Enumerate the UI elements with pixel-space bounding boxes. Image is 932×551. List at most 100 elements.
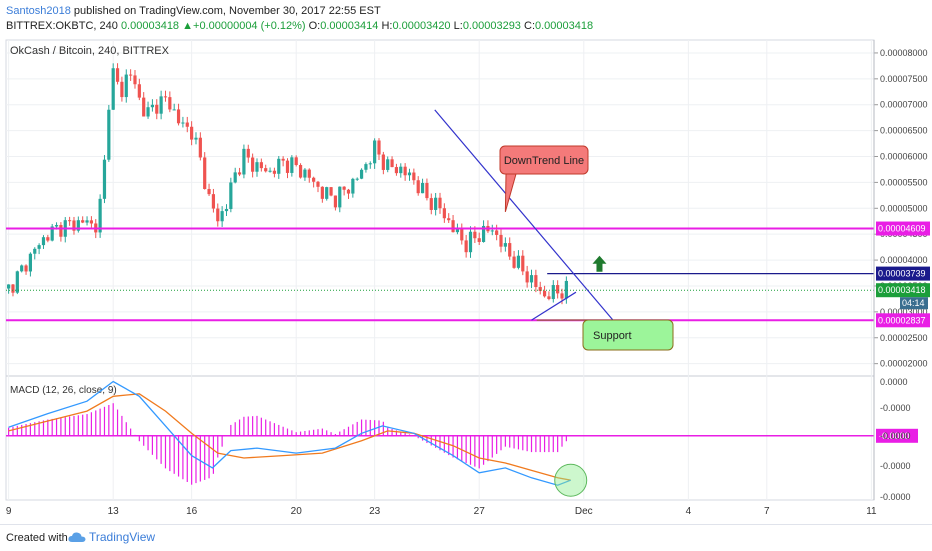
candle-body[interactable] [277,159,280,174]
candle-body[interactable] [46,237,49,240]
candle-body[interactable] [146,107,149,116]
candle-body[interactable] [338,187,341,208]
candle-body[interactable] [85,220,88,222]
candle-body[interactable] [24,265,27,271]
candle-body[interactable] [234,172,237,182]
candle-body[interactable] [260,162,263,168]
candle-body[interactable] [386,159,389,170]
candle-body[interactable] [107,110,110,160]
candle-body[interactable] [351,179,354,194]
candle-body[interactable] [90,220,93,223]
candle-body[interactable] [299,165,302,178]
candle-body[interactable] [129,75,132,76]
candle-body[interactable] [343,187,346,190]
candle-body[interactable] [504,243,507,247]
candle-body[interactable] [81,220,84,222]
candle-body[interactable] [408,173,411,176]
candle-body[interactable] [312,178,315,182]
candle-body[interactable] [543,291,546,296]
candle-body[interactable] [460,229,463,241]
candle-body[interactable] [273,171,276,174]
candle-body[interactable] [38,245,41,249]
candle-body[interactable] [7,284,10,288]
candle-body[interactable] [55,225,58,226]
candle-body[interactable] [155,105,158,114]
candle-body[interactable] [225,209,228,211]
candle-body[interactable] [125,75,128,97]
candle-body[interactable] [212,194,215,208]
candle-body[interactable] [560,293,563,298]
candle-body[interactable] [112,68,115,110]
candle-body[interactable] [334,196,337,208]
candle-body[interactable] [103,160,106,199]
candle-body[interactable] [199,138,202,158]
candle-body[interactable] [186,123,189,127]
candle-body[interactable] [360,170,363,179]
candle-body[interactable] [547,296,550,299]
candle-body[interactable] [364,164,367,170]
candle-body[interactable] [443,208,446,218]
candle-body[interactable] [399,167,402,173]
candle-body[interactable] [264,168,267,171]
candle-body[interactable] [530,275,533,282]
candle-body[interactable] [190,127,193,140]
candle-body[interactable] [268,171,271,172]
candle-body[interactable] [325,187,328,199]
candle-body[interactable] [421,183,424,193]
candle-body[interactable] [447,218,450,220]
candle-body[interactable] [116,68,119,82]
candle-body[interactable] [16,271,19,292]
candle-body[interactable] [207,189,210,194]
candle-body[interactable] [308,170,311,178]
candle-body[interactable] [42,237,45,245]
author-name[interactable]: Santosh2018 [6,5,71,17]
candle-body[interactable] [29,254,32,272]
candle-body[interactable] [404,167,407,176]
candle-body[interactable] [160,96,163,113]
candle-body[interactable] [508,243,511,256]
candle-body[interactable] [229,182,232,209]
candle-body[interactable] [20,265,23,271]
candle-body[interactable] [255,162,258,172]
candle-body[interactable] [181,123,184,124]
candle-body[interactable] [316,182,319,187]
candle-body[interactable] [59,225,62,237]
candle-body[interactable] [390,159,393,167]
candle-body[interactable] [356,179,359,180]
candle-body[interactable] [469,232,472,252]
candle-body[interactable] [369,163,372,164]
candle-body[interactable] [382,155,385,170]
candle-body[interactable] [68,220,71,221]
candle-body[interactable] [247,149,250,158]
candle-body[interactable] [221,211,224,221]
candle-body[interactable] [465,240,468,252]
candle-body[interactable] [473,232,476,238]
candle-body[interactable] [495,230,498,235]
candle-body[interactable] [173,109,176,110]
candle-body[interactable] [295,157,298,165]
candle-body[interactable] [521,256,524,272]
candle-body[interactable] [203,157,206,189]
candle-body[interactable] [434,198,437,210]
candle-body[interactable] [120,82,123,97]
candle-body[interactable] [417,180,420,193]
candle-body[interactable] [395,167,398,173]
candle-body[interactable] [99,199,102,233]
candle-body[interactable] [168,97,171,109]
crossover-highlight[interactable] [555,464,587,496]
candle-body[interactable] [438,198,441,209]
candle-body[interactable] [11,284,14,292]
candle-body[interactable] [238,172,241,174]
candle-body[interactable] [329,187,332,195]
candle-body[interactable] [451,220,454,232]
candle-body[interactable] [286,161,289,173]
candle-body[interactable] [499,235,502,247]
candle-body[interactable] [138,84,141,97]
tradingview-brand-link[interactable]: TradingView [68,530,155,544]
candle-body[interactable] [491,230,494,231]
candle-body[interactable] [534,275,537,287]
candle-body[interactable] [303,170,306,178]
candle-body[interactable] [33,249,36,254]
candle-body[interactable] [425,183,428,198]
